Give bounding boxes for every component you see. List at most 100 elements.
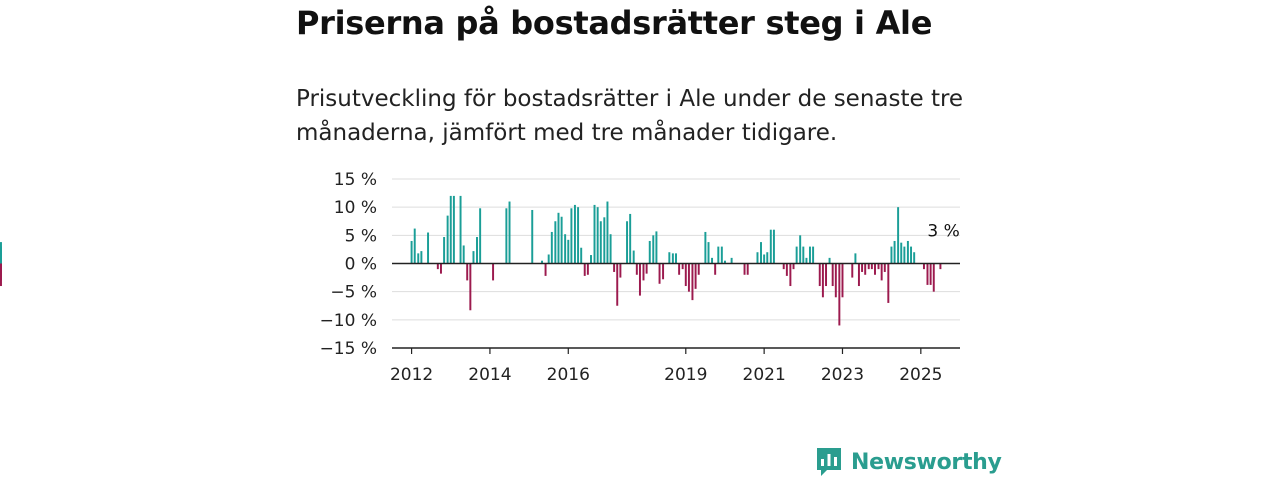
bar (557, 212, 560, 264)
bar (479, 208, 482, 264)
axes (392, 262, 960, 349)
bar (929, 263, 932, 285)
last-value-annotation: 3 % (927, 222, 959, 242)
newsworthy-logo: Newsworthy (815, 444, 1002, 480)
bar (792, 263, 795, 270)
bar (834, 263, 837, 298)
bar (893, 240, 896, 264)
bar (854, 253, 857, 264)
bar (782, 263, 785, 270)
x-tick-label: 2021 (743, 365, 786, 385)
bar (658, 263, 661, 284)
bar (828, 257, 831, 264)
bar (0, 263, 2, 287)
bar (635, 263, 638, 275)
y-tick-label: 15 % (334, 170, 377, 190)
bar (472, 251, 475, 264)
y-tick-label: −10 % (320, 311, 377, 331)
bar (730, 257, 733, 264)
bar (707, 242, 710, 264)
page-title: Priserna på bostadsrätter steg i Ale (296, 4, 933, 42)
bar (541, 260, 544, 264)
bar (580, 247, 583, 264)
bar (413, 228, 416, 264)
y-tick-label: −15 % (320, 339, 377, 359)
bar (508, 201, 511, 264)
newsworthy-icon (817, 448, 841, 476)
bar (449, 195, 452, 264)
bar (427, 232, 430, 264)
bar (469, 263, 472, 311)
bar (723, 260, 726, 264)
bar (890, 246, 893, 264)
bar (452, 195, 455, 264)
bar (410, 240, 413, 264)
bar (420, 251, 423, 264)
bar (756, 252, 759, 264)
bar (864, 263, 867, 275)
bar (613, 263, 616, 272)
bar (417, 253, 420, 264)
bar (870, 263, 873, 270)
bar (766, 252, 769, 264)
bar (717, 246, 720, 264)
bar (805, 257, 808, 264)
bar (772, 229, 775, 264)
bar (593, 204, 596, 264)
bar (795, 246, 798, 264)
bar (603, 217, 606, 264)
bar (831, 263, 834, 287)
y-tick-label: 10 % (334, 198, 377, 218)
brand-name: Newsworthy (851, 449, 1002, 475)
bar (877, 263, 880, 270)
bar (586, 263, 589, 275)
bar (874, 263, 876, 275)
bars (0, 195, 942, 326)
bar (694, 263, 697, 289)
bar (436, 263, 439, 270)
bar (697, 263, 700, 275)
bar (841, 263, 844, 298)
bar (655, 231, 658, 264)
bar (906, 240, 909, 264)
bar (867, 263, 870, 270)
bar (825, 263, 828, 287)
bar (632, 250, 635, 264)
bar (897, 207, 900, 264)
bar (609, 234, 612, 264)
bar (704, 231, 707, 264)
bar (446, 215, 449, 264)
bar (821, 263, 824, 298)
chart-subtitle: Prisutveckling för bostadsrätter i Ale u… (296, 86, 964, 146)
bar (648, 240, 651, 264)
bar (720, 246, 723, 264)
bar (760, 242, 762, 264)
bar (567, 239, 570, 264)
bar (880, 263, 883, 281)
bar (554, 221, 557, 264)
bar (812, 246, 815, 264)
bar (675, 253, 677, 264)
bar (606, 201, 609, 264)
x-tick-label: 2016 (547, 365, 590, 385)
bar (769, 229, 772, 264)
bar (626, 221, 629, 264)
x-tick-label: 2012 (390, 365, 433, 385)
bar (662, 263, 665, 280)
bar (619, 263, 622, 278)
bar (439, 263, 442, 274)
bar (785, 263, 788, 276)
x-axis-ticks: 2012 2014 2016 2019 2021 2023 2025 (390, 348, 942, 385)
bar (590, 255, 592, 264)
bar (838, 263, 841, 326)
bar (711, 257, 714, 264)
bar (671, 253, 674, 264)
bar (583, 263, 586, 276)
bar (684, 263, 687, 287)
bar (476, 237, 478, 264)
bar (802, 246, 805, 264)
bar (462, 245, 465, 264)
bar (818, 263, 821, 287)
bar (789, 263, 792, 287)
bar (638, 263, 641, 296)
